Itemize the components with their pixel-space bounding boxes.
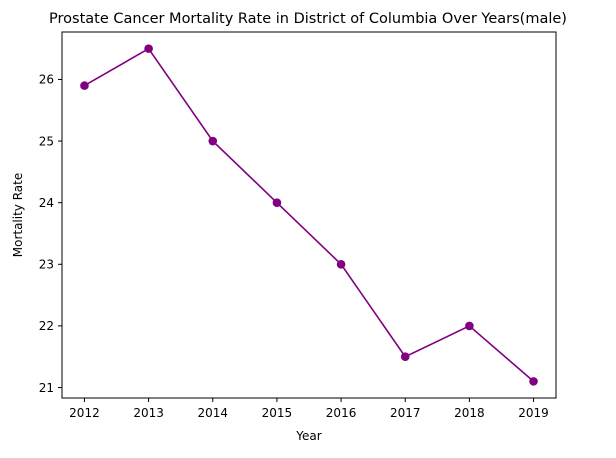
y-tick-label: 25 xyxy=(39,134,54,148)
data-point xyxy=(465,321,474,331)
x-tick-label: 2016 xyxy=(326,406,357,420)
x-tick-label: 2017 xyxy=(390,406,421,420)
plot-area xyxy=(61,31,557,399)
data-point xyxy=(529,377,538,386)
data-point xyxy=(400,352,410,362)
x-axis-label: Year xyxy=(295,429,321,443)
series-line xyxy=(84,47,535,382)
data-point xyxy=(208,136,218,146)
data-point xyxy=(272,198,282,207)
x-tick-label: 2018 xyxy=(454,406,485,420)
chart-title: Prostate Cancer Mortality Rate in Distri… xyxy=(49,11,567,27)
y-axis: 21 22 23 24 25 26 xyxy=(39,73,62,395)
x-tick-label: 2019 xyxy=(518,406,549,420)
y-tick-label: 26 xyxy=(39,73,54,87)
series-layer xyxy=(80,44,538,386)
y-tick-label: 21 xyxy=(39,381,54,395)
y-tick-label: 24 xyxy=(39,196,54,210)
data-point xyxy=(336,259,346,269)
y-tick-label: 23 xyxy=(39,258,54,272)
x-tick-label: 2012 xyxy=(69,406,100,420)
data-point xyxy=(80,81,89,90)
x-tick-label: 2014 xyxy=(197,406,228,420)
data-point xyxy=(144,44,153,53)
x-tick-label: 2013 xyxy=(133,406,164,420)
x-axis: 2012 2013 2014 2015 2016 2017 2018 2019 xyxy=(69,398,549,420)
y-axis-label: Mortality Rate xyxy=(11,173,25,258)
y-tick-label: 22 xyxy=(39,319,54,333)
x-tick-label: 2015 xyxy=(262,406,293,420)
